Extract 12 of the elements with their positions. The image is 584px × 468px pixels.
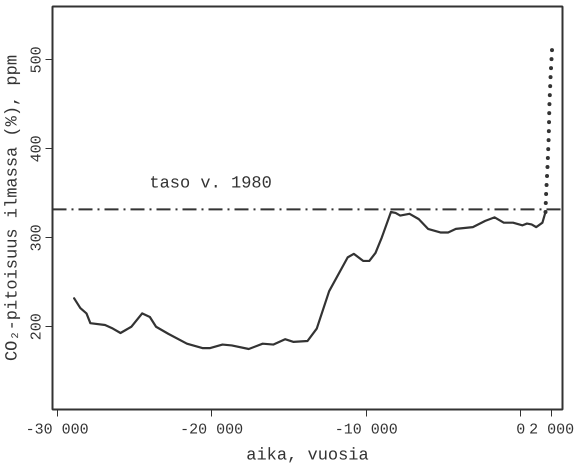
- x-tick-label: -10 000: [334, 422, 398, 438]
- x-tick-label: 2 000: [529, 422, 574, 438]
- y-axis-title: CO₂-pitoisuus ilmassa (%), ppm: [4, 54, 22, 362]
- y-tick-label: 200: [28, 313, 46, 340]
- y-tick-label: 500: [28, 46, 46, 74]
- x-axis-title: aika, vuosia: [246, 446, 369, 466]
- y-tick-label: 300: [28, 224, 46, 252]
- ref-line-label: taso v. 1980: [149, 174, 272, 194]
- x-tick-label: 0: [516, 422, 526, 438]
- x-tick-label: -30 000: [26, 422, 89, 438]
- y-tick-label: 400: [28, 135, 46, 162]
- x-tick-label: -20 000: [180, 422, 244, 438]
